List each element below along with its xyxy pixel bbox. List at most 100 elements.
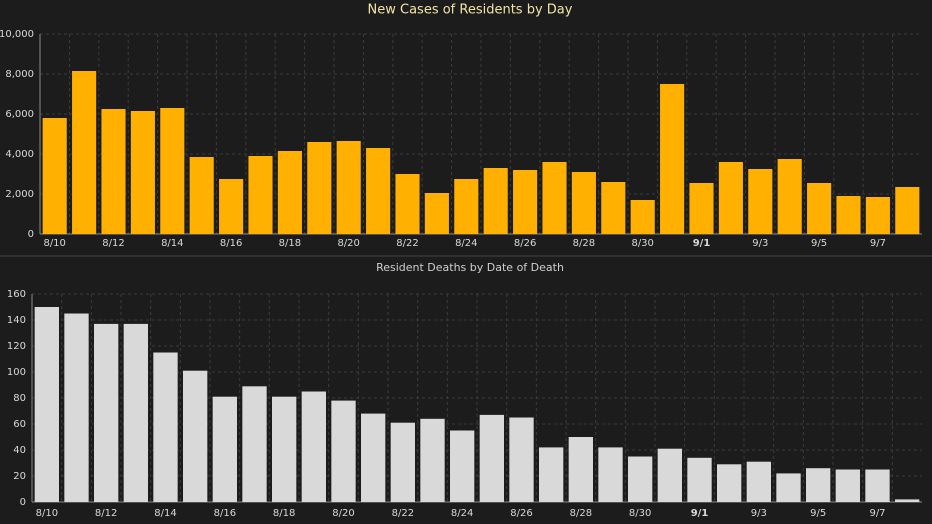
bar xyxy=(183,370,208,502)
bar xyxy=(777,159,802,234)
x-tick-label: 8/26 xyxy=(510,508,532,519)
bar xyxy=(361,413,386,502)
x-tick-label: 9/1 xyxy=(691,508,709,519)
x-tick-label: 8/12 xyxy=(95,508,117,519)
x-tick-label: 8/10 xyxy=(43,238,65,249)
bar xyxy=(64,313,89,502)
bar xyxy=(542,162,567,234)
x-tick-label: 9/1 xyxy=(693,238,711,249)
y-tick-label: 140 xyxy=(7,315,26,326)
x-tick-label: 8/12 xyxy=(102,238,124,249)
bar xyxy=(94,323,119,502)
x-tick-label: 8/16 xyxy=(220,238,242,249)
y-tick-label: 80 xyxy=(13,393,26,404)
x-tick-label: 9/3 xyxy=(752,238,768,249)
bar xyxy=(628,456,653,502)
bar xyxy=(865,469,890,502)
y-tick-label: 0 xyxy=(28,229,34,240)
bar xyxy=(717,464,742,502)
bar xyxy=(689,183,714,234)
x-tick-label: 8/18 xyxy=(279,238,301,249)
bar xyxy=(420,418,445,502)
y-tick-label: 60 xyxy=(13,419,26,430)
y-tick-label: 40 xyxy=(13,445,26,456)
bar xyxy=(450,430,475,502)
bar xyxy=(835,469,860,502)
bar xyxy=(130,111,155,234)
x-tick-label: 8/24 xyxy=(451,508,473,519)
y-tick-label: 20 xyxy=(13,471,26,482)
chart-title: Resident Deaths by Date of Death xyxy=(376,261,564,274)
x-tick-label: 8/22 xyxy=(396,238,418,249)
bar xyxy=(212,396,237,502)
bar xyxy=(160,108,185,234)
y-tick-label: 0 xyxy=(20,497,26,508)
bar xyxy=(331,400,356,502)
bar xyxy=(807,183,832,234)
bar xyxy=(895,499,920,502)
y-tick-label: 160 xyxy=(7,289,26,300)
bar xyxy=(748,169,773,234)
bar xyxy=(509,417,534,502)
bar xyxy=(42,118,67,234)
bar xyxy=(718,162,743,234)
bar xyxy=(479,414,504,502)
bar xyxy=(272,396,297,502)
bar xyxy=(301,391,326,502)
bar xyxy=(101,109,126,234)
bar xyxy=(307,142,332,234)
bar xyxy=(395,174,420,234)
bar xyxy=(806,468,831,502)
bar xyxy=(776,473,801,502)
x-tick-label: 8/14 xyxy=(154,508,176,519)
x-tick-label: 8/14 xyxy=(161,238,183,249)
bar xyxy=(277,151,302,234)
x-tick-label: 9/5 xyxy=(810,508,826,519)
bar xyxy=(657,448,682,502)
bar xyxy=(513,170,538,234)
bar xyxy=(242,386,267,502)
bar xyxy=(598,447,623,502)
y-tick-label: 100 xyxy=(7,367,26,378)
bar xyxy=(746,461,771,502)
x-tick-label: 8/30 xyxy=(629,508,651,519)
x-tick-label: 8/10 xyxy=(36,508,58,519)
bar xyxy=(539,447,564,502)
bar xyxy=(390,422,415,502)
chart-title: New Cases of Residents by Day xyxy=(368,3,573,18)
bar xyxy=(72,71,97,234)
bar xyxy=(336,141,361,234)
x-tick-label: 8/22 xyxy=(392,508,414,519)
bar xyxy=(660,84,685,234)
x-tick-label: 9/5 xyxy=(811,238,827,249)
x-tick-label: 8/28 xyxy=(570,508,592,519)
bar xyxy=(248,156,273,234)
bar xyxy=(836,196,861,234)
x-tick-label: 8/30 xyxy=(631,238,653,249)
bar xyxy=(568,437,593,502)
y-tick-label: 2,000 xyxy=(5,189,34,200)
bar xyxy=(189,157,214,234)
bar xyxy=(366,148,391,234)
x-tick-label: 9/7 xyxy=(870,238,886,249)
bar xyxy=(687,457,712,502)
x-tick-label: 8/20 xyxy=(332,508,354,519)
x-tick-label: 9/3 xyxy=(751,508,767,519)
bar xyxy=(153,352,178,502)
x-tick-label: 8/16 xyxy=(214,508,236,519)
bar xyxy=(454,179,479,234)
bar xyxy=(865,197,890,234)
x-tick-label: 8/20 xyxy=(337,238,359,249)
x-tick-label: 8/28 xyxy=(573,238,595,249)
x-tick-label: 9/7 xyxy=(869,508,885,519)
bar xyxy=(895,187,920,234)
bar xyxy=(34,307,59,502)
bar xyxy=(123,323,148,502)
y-tick-label: 4,000 xyxy=(5,149,34,160)
bar xyxy=(571,172,596,234)
x-tick-label: 8/18 xyxy=(273,508,295,519)
x-tick-label: 8/24 xyxy=(455,238,477,249)
bar xyxy=(219,179,244,234)
y-tick-label: 120 xyxy=(7,341,26,352)
